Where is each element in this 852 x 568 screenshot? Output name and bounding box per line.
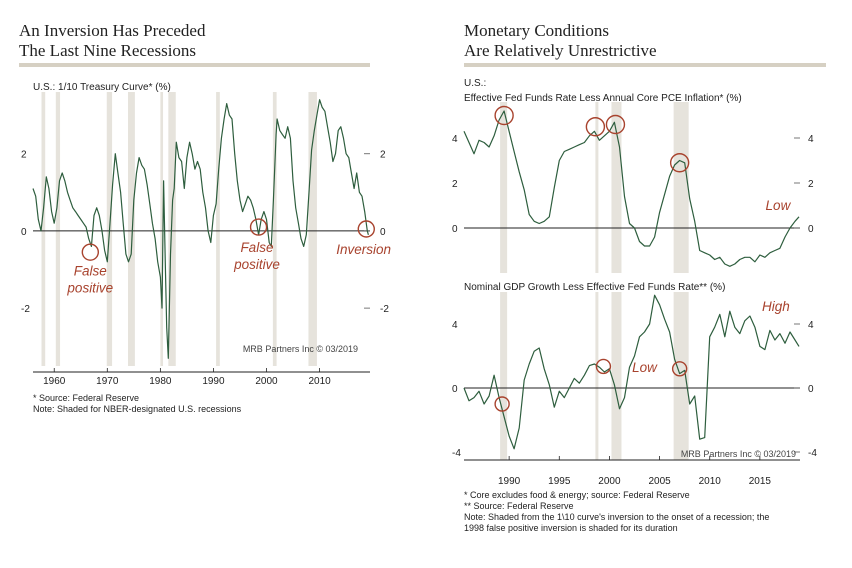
right-footnote-3: Note: Shaded from the 1\10 curve's inver…: [464, 512, 770, 522]
annotation-text: positive: [233, 257, 280, 272]
y-tick-label-right: -4: [808, 448, 817, 459]
x-tick-label: 1980: [149, 376, 172, 387]
y-tick-label-right: 4: [808, 134, 814, 145]
y-tick-label-left: 2: [452, 179, 458, 190]
right-footnote-2: ** Source: Federal Reserve: [464, 501, 574, 511]
recession-band-1: [41, 92, 46, 366]
right-chart-background: [464, 67, 826, 465]
y-tick-label-right: 0: [808, 224, 814, 235]
left-chart-credit: MRB Partners Inc © 03/2019: [243, 344, 358, 354]
x-tick-label: 2005: [648, 476, 671, 487]
y-tick-label-left: 4: [452, 320, 458, 331]
left-title-line-1: An Inversion Has Preceded: [19, 21, 206, 40]
annotation-circle: [669, 153, 690, 173]
x-tick-label: 1970: [96, 376, 119, 387]
recession-band-8: [272, 92, 277, 366]
x-tick-label: 2010: [699, 476, 722, 487]
inversion-band-bottom-3: [611, 292, 622, 460]
recession-band-4: [127, 92, 135, 366]
bottom-chart-title: Nominal GDP Growth Less Effective Fed Fu…: [464, 282, 725, 293]
x-tick-label: 1990: [202, 376, 225, 387]
left-title-line-2: The Last Nine Recessions: [19, 41, 197, 60]
recession-band-5: [160, 92, 164, 366]
x-tick-label: 2000: [255, 376, 278, 387]
y-tick-label-right: 4: [808, 320, 814, 331]
annotation-text: False: [240, 240, 273, 255]
annotation-text: positive: [66, 280, 113, 295]
annotation-circle: [605, 114, 626, 135]
inversion-band-top-2: [595, 102, 599, 273]
right-footnote-4: 1998 false positive inversion is shaded …: [464, 523, 678, 533]
annotation-circle: [595, 358, 612, 375]
left-footnotes: * Source: Federal Reserve Note: Shaded f…: [33, 393, 241, 415]
left-title: An Inversion Has Preceded The Last Nine …: [19, 21, 205, 61]
right-chart-credit: MRB Partners Inc © 03/2019: [681, 449, 796, 459]
x-tick-label: 2015: [749, 476, 772, 487]
annotation-circle: [671, 361, 688, 377]
y-tick-label-left: 2: [21, 150, 27, 161]
y-tick-label-right: -2: [380, 304, 389, 315]
top-chart-title-line-1: U.S.:: [464, 78, 486, 89]
annotation-text: Low: [766, 198, 792, 213]
annotation-text: Inversion: [336, 242, 391, 257]
right-footnote-1: * Core excludes food & energy; source: F…: [464, 490, 690, 500]
recession-band-2: [55, 92, 61, 366]
y-tick-label-left: 0: [21, 227, 27, 238]
annotation-text: False: [74, 263, 107, 278]
series-line-treasury-curve: [32, 99, 369, 359]
y-tick-label-left: 0: [452, 384, 458, 395]
y-tick-label-right: 0: [380, 227, 386, 238]
y-tick-label-left: -4: [452, 448, 461, 459]
y-tick-label-left: 4: [452, 134, 458, 145]
series-line-real-fed-funds: [463, 110, 800, 267]
x-tick-label: 1995: [548, 476, 571, 487]
inversion-band-bottom-1: [500, 292, 508, 460]
inversion-band-bottom-2: [595, 292, 599, 460]
left-footnote-2: Note: Shaded for NBER-designated U.S. re…: [33, 404, 242, 414]
top-chart-title-line-2: Effective Fed Funds Rate Less Annual Cor…: [464, 93, 742, 104]
annotation-circle: [357, 220, 375, 238]
left-title-rule: [19, 63, 370, 67]
left-chart-title: U.S.: 1/10 Treasury Curve* (%): [33, 82, 171, 93]
inversion-band-top-3: [611, 102, 622, 273]
inversion-band-top-1: [500, 102, 508, 273]
x-tick-label: 1960: [43, 376, 66, 387]
left-footnote-1: * Source: Federal Reserve: [33, 393, 140, 403]
recession-band-7: [216, 92, 220, 366]
annotation-circle: [81, 243, 100, 261]
y-tick-label-right: 2: [808, 179, 814, 190]
right-title-line-1: Monetary Conditions: [464, 21, 609, 40]
series-line-gdp-less-fed-funds: [463, 294, 800, 450]
annotation-text: High: [762, 299, 790, 314]
right-title-line-2: Are Relatively Unrestrictive: [464, 41, 657, 60]
recession-band-9: [308, 92, 317, 366]
x-tick-label: 1990: [498, 476, 521, 487]
annotation-circle: [494, 105, 514, 126]
annotation-circle: [249, 218, 268, 236]
inversion-band-top-4: [673, 102, 689, 273]
y-tick-label-left: -2: [21, 304, 30, 315]
x-tick-label: 2000: [598, 476, 621, 487]
annotation-circle: [585, 117, 606, 137]
right-title: Monetary Conditions Are Relatively Unres…: [464, 21, 657, 61]
right-title-rule: [464, 63, 826, 67]
y-tick-label-right: 2: [380, 150, 386, 161]
annotation-text: Low: [632, 360, 658, 375]
y-tick-label-left: 0: [452, 224, 458, 235]
y-tick-label-right: 0: [808, 384, 814, 395]
right-footnotes: * Core excludes food & energy; source: F…: [464, 490, 769, 534]
annotation-circle: [494, 396, 510, 412]
x-tick-label: 2010: [308, 376, 331, 387]
